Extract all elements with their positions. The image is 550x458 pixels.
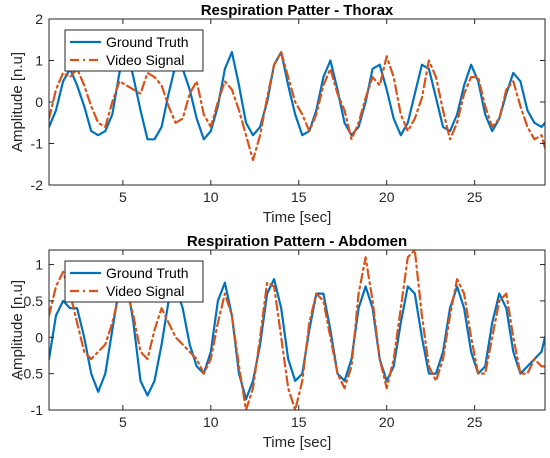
- thorax-x-axis-label: Time [sec]: [263, 209, 332, 226]
- thorax-x-tick-label: 10: [203, 189, 219, 205]
- abdomen-series-line-video-signal: [49, 250, 545, 410]
- abdomen-legend-label: Video Signal: [106, 283, 184, 299]
- abdomen-series-line-ground-truth: [49, 278, 545, 401]
- thorax-legend-label: Video Signal: [106, 52, 184, 68]
- abdomen-y-axis-label: Amplitude [n.u]: [9, 280, 26, 380]
- thorax-x-tick-label: 15: [291, 189, 307, 205]
- thorax-x-tick-label: 5: [119, 189, 127, 205]
- thorax-panel: 5 10 15 20 25 -2 -1 0 1 2 Respiration Patter - Tho…: [9, 2, 546, 226]
- abdomen-x-tick-label: 20: [379, 414, 395, 430]
- abdomen-x-axis-label: Time [sec]: [263, 434, 332, 451]
- abdomen-x-tick-label: 10: [203, 414, 219, 430]
- thorax-x-tick-label: 25: [467, 189, 483, 205]
- abdomen-y-tick-label: 0: [35, 329, 43, 345]
- thorax-y-axis-label: Amplitude [n.u]: [9, 52, 26, 152]
- thorax-series-line-video-signal: [49, 51, 545, 162]
- thorax-x-tick-label: 20: [379, 189, 395, 205]
- abdomen-axes-box: [48, 249, 546, 411]
- thorax-y-tick-label: 2: [35, 11, 43, 27]
- abdomen-legend: Ground Truth Video Signal: [64, 260, 204, 303]
- abdomen-legend-label: Ground Truth: [106, 265, 189, 281]
- thorax-legend-label: Ground Truth: [106, 34, 189, 50]
- thorax-title: Respiration Patter - Thorax: [201, 2, 394, 19]
- thorax-y-tick-label: -1: [31, 136, 44, 152]
- abdomen-x-tick-label: 5: [119, 414, 127, 430]
- abdomen-panel: 5 10 15 20 25 -1 -0.5 0 0.5 1 Respiration Pattern …: [9, 233, 546, 451]
- abdomen-y-tick-label: 1: [35, 257, 43, 273]
- abdomen-legend-box: [64, 260, 204, 303]
- thorax-y-tick-label: 0: [35, 94, 43, 110]
- thorax-y-tick-label: -2: [31, 177, 44, 193]
- abdomen-title: Respiration Pattern - Abdomen: [187, 233, 407, 250]
- thorax-series-line-ground-truth: [49, 46, 545, 141]
- abdomen-y-tick-label: 0.5: [24, 293, 44, 309]
- abdomen-y-tick-label: -0.5: [19, 366, 43, 382]
- abdomen-x-tick-label: 15: [291, 414, 307, 430]
- abdomen-y-tick-label: -1: [31, 402, 44, 418]
- thorax-legend: Ground Truth Video Signal: [64, 29, 204, 72]
- thorax-y-tick-label: 1: [35, 53, 43, 69]
- thorax-legend-box: [64, 29, 204, 72]
- abdomen-x-tick-label: 25: [467, 414, 483, 430]
